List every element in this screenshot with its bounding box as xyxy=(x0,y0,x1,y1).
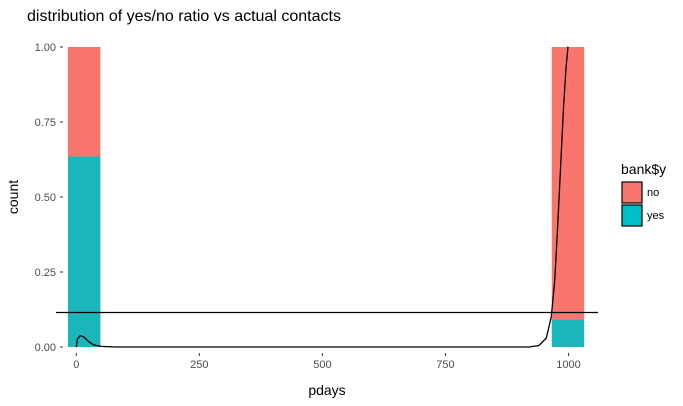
y-tick-label-3: 0.75 xyxy=(35,117,56,129)
chart-title: distribution of yes/no ratio vs actual c… xyxy=(27,8,341,25)
plot-area xyxy=(56,46,598,348)
x-tick-label-1: 250 xyxy=(190,359,208,371)
legend-swatch-no xyxy=(621,181,643,204)
bar-yes-1 xyxy=(551,319,585,347)
y-axis-title: count xyxy=(5,180,21,214)
bar-no-1 xyxy=(551,47,585,320)
x-axis-title: pdays xyxy=(308,382,345,398)
legend: bank$y no yes xyxy=(621,161,666,227)
x-axis: 0 250 500 750 1000 xyxy=(73,353,581,371)
legend-label-yes: yes xyxy=(647,210,665,222)
x-tick-label-0: 0 xyxy=(73,359,79,371)
legend-swatch-yes xyxy=(621,204,643,227)
bar-no-0 xyxy=(67,47,101,157)
y-axis: 0.00 0.25 0.50 0.75 1.00 xyxy=(35,42,63,354)
legend-title: bank$y xyxy=(621,161,666,177)
y-tick-label-4: 1.00 xyxy=(35,42,56,54)
legend-items: no yes xyxy=(621,181,665,227)
y-tick-label-1: 0.25 xyxy=(35,267,56,279)
x-tick-label-2: 500 xyxy=(313,359,331,371)
x-tick-label-4: 1000 xyxy=(556,359,580,371)
x-tick-label-3: 750 xyxy=(436,359,454,371)
bar-yes-0 xyxy=(67,156,101,347)
density-line xyxy=(75,46,569,348)
y-tick-label-0: 0.00 xyxy=(35,342,56,354)
bars-layer xyxy=(67,47,585,347)
legend-label-no: no xyxy=(647,187,659,199)
y-tick-label-2: 0.50 xyxy=(35,192,56,204)
